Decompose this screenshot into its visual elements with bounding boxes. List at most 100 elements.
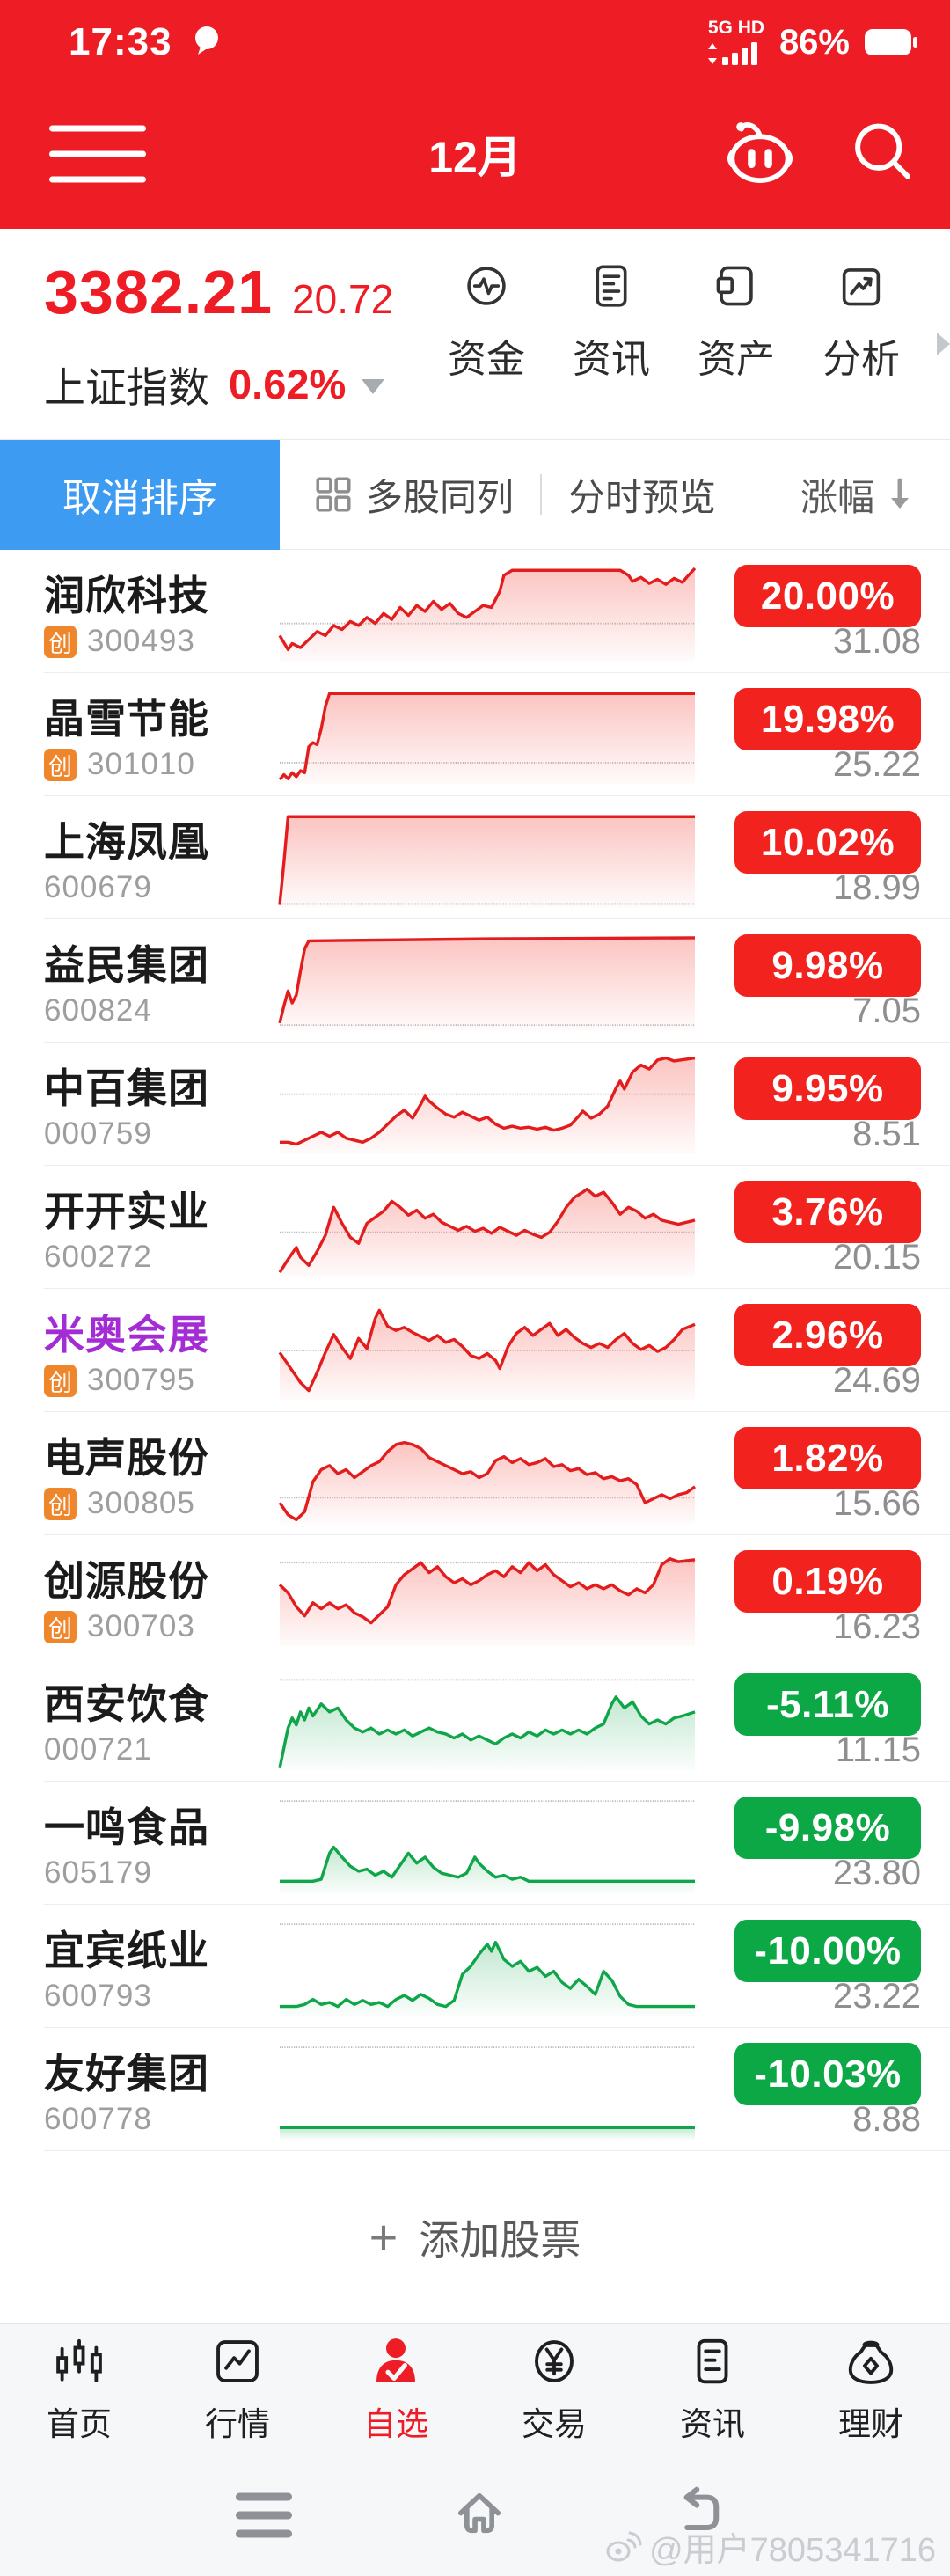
weibo-icon	[606, 2531, 642, 2561]
index-name: 上证指数	[44, 364, 209, 411]
tab-trade[interactable]: 交易	[475, 2324, 633, 2455]
sort-descending-arrow-icon	[891, 478, 909, 509]
index-summary-panel[interactable]: 3382.21 20.72 上证指数 0.62% 资金 资讯	[0, 229, 950, 440]
stock-row[interactable]: 益民集团 600824 9.98% 7.05	[0, 919, 950, 1043]
bottom-tab-bar: 首页 行情 自选 交易	[0, 2323, 950, 2455]
stock-code: 600679	[44, 870, 152, 904]
stock-code: 000721	[44, 1732, 152, 1767]
stock-price: 18.99	[832, 868, 921, 907]
multi-stock-view-button[interactable]: 多股同列	[313, 468, 514, 522]
stock-name: 上海凤凰	[44, 819, 209, 865]
stock-row[interactable]: 中百集团 000759 9.95% 8.51	[0, 1043, 950, 1166]
tab-watchlist[interactable]: 自选	[317, 2324, 475, 2455]
android-navigation-bar: @用户7805341716	[0, 2455, 950, 2576]
stock-price: 20.15	[832, 1238, 921, 1277]
action-analysis[interactable]: 分析	[799, 260, 924, 384]
stock-price: 8.51	[852, 1115, 921, 1153]
change-percent-badge[interactable]: 3.76%	[734, 1181, 921, 1243]
analysis-icon	[842, 268, 881, 306]
news-icon	[596, 265, 627, 307]
more-actions-chevron-icon[interactable]	[937, 333, 950, 355]
stock-row[interactable]: 开开实业 600272 3.76% 20.15	[0, 1166, 950, 1289]
tab-news[interactable]: 资讯	[633, 2324, 792, 2455]
battery-icon	[865, 29, 917, 55]
recent-apps-button[interactable]	[236, 2483, 292, 2549]
chinext-board-badge: 创	[44, 1610, 77, 1643]
tab-wealth[interactable]: 理财	[792, 2324, 950, 2455]
chinext-board-badge: 创	[44, 1364, 77, 1397]
intraday-sparkline-chart	[280, 1793, 695, 1893]
change-percent-badge[interactable]: -10.03%	[734, 2043, 921, 2105]
stock-row[interactable]: 电声股份 创 300805 1.82% 15.66	[0, 1412, 950, 1535]
stock-code: 600272	[44, 1240, 152, 1274]
stock-row[interactable]: 米奥会展 创 300795 2.96% 24.69	[0, 1289, 950, 1412]
stock-row[interactable]: 友好集团 600778 -10.03% 8.88	[0, 2028, 950, 2151]
cancel-sort-button[interactable]: 取消排序	[0, 439, 280, 550]
back-button[interactable]	[670, 2485, 728, 2547]
stock-name: 友好集团	[44, 2051, 209, 2097]
change-percent-badge[interactable]: 9.95%	[734, 1057, 921, 1120]
change-percent-badge[interactable]: 2.96%	[734, 1304, 921, 1366]
assistant-robot-icon[interactable]	[720, 112, 800, 197]
change-percent-badge[interactable]: 19.98%	[734, 688, 921, 750]
intraday-sparkline-chart	[280, 561, 695, 662]
clock-time: 17:33	[69, 20, 172, 63]
stock-row[interactable]: 西安饮食 000721 -5.11% 11.15	[0, 1658, 950, 1782]
stock-price: 8.88	[852, 2100, 921, 2139]
add-stock-button[interactable]: + 添加股票	[0, 2151, 950, 2323]
tab-home[interactable]: 首页	[0, 2324, 158, 2455]
page-title: 12月	[428, 133, 522, 182]
change-percent-badge[interactable]: -10.00%	[734, 1920, 921, 1982]
quotes-chart-icon	[216, 2339, 259, 2382]
stock-row[interactable]: 润欣科技 创 300493 20.00% 31.08	[0, 550, 950, 673]
menu-button[interactable]	[49, 106, 146, 202]
change-percent-badge[interactable]: 1.82%	[734, 1427, 921, 1489]
stock-price: 24.69	[832, 1361, 921, 1400]
stock-price: 31.08	[832, 622, 921, 661]
sort-by-change-button[interactable]: 涨幅	[800, 468, 915, 522]
stock-name: 晶雪节能	[44, 696, 209, 742]
stock-name: 润欣科技	[44, 573, 209, 618]
action-assets[interactable]: 资产	[674, 260, 799, 384]
list-toolbar: 取消排序 多股同列 分时预览 涨幅	[0, 439, 950, 550]
search-icon[interactable]	[846, 115, 920, 194]
change-percent-badge[interactable]: 0.19%	[734, 1550, 921, 1613]
watchlist-person-icon	[376, 2338, 415, 2382]
change-percent-badge[interactable]: 10.02%	[734, 811, 921, 874]
stock-code: 605179	[44, 1855, 152, 1890]
stock-row[interactable]: 晶雪节能 创 301010 19.98% 25.22	[0, 673, 950, 796]
change-percent-badge[interactable]: -5.11%	[734, 1673, 921, 1736]
action-news[interactable]: 资讯	[549, 260, 674, 384]
news-doc-icon	[697, 2338, 728, 2383]
fund-flow-icon	[467, 267, 506, 305]
stock-price: 23.22	[832, 1977, 921, 2016]
intraday-sparkline-chart	[280, 1547, 695, 1647]
tab-quotes[interactable]: 行情	[158, 2324, 317, 2455]
stock-row[interactable]: 宜宾纸业 600793 -10.00% 23.22	[0, 1905, 950, 2028]
change-percent-badge[interactable]: 9.98%	[734, 934, 921, 997]
stock-name: 一鸣食品	[44, 1804, 209, 1850]
stock-code: 300805	[87, 1486, 195, 1520]
stock-row[interactable]: 上海凤凰 600679 10.02% 18.99	[0, 796, 950, 919]
signal-bars-icon	[707, 42, 757, 65]
home-button[interactable]	[449, 2484, 509, 2548]
stock-code: 300493	[87, 624, 195, 658]
battery-percent: 86%	[778, 22, 850, 62]
action-fund-flow[interactable]: 资金	[424, 260, 549, 384]
collapse-caret-icon[interactable]	[362, 379, 385, 394]
stock-row[interactable]: 一鸣食品 605179 -9.98% 23.80	[0, 1782, 950, 1905]
stock-name: 电声股份	[44, 1435, 209, 1481]
stock-name: 宜宾纸业	[44, 1928, 209, 1973]
intraday-sparkline-chart	[280, 808, 695, 908]
intraday-sparkline-chart	[280, 931, 695, 1031]
change-percent-badge[interactable]: -9.98%	[734, 1797, 921, 1859]
watermark: @用户7805341716	[603, 2522, 936, 2571]
change-percent-badge[interactable]: 20.00%	[734, 565, 921, 627]
watermark-text: @用户7805341716	[649, 2532, 936, 2569]
minute-preview-button[interactable]: 分时预览	[568, 476, 717, 518]
stock-name: 西安饮食	[44, 1681, 209, 1727]
intraday-sparkline-chart	[280, 1054, 695, 1154]
chinext-board-badge: 创	[44, 625, 77, 658]
stock-row[interactable]: 创源股份 创 300703 0.19% 16.23	[0, 1535, 950, 1658]
candlestick-icon	[56, 2338, 102, 2382]
